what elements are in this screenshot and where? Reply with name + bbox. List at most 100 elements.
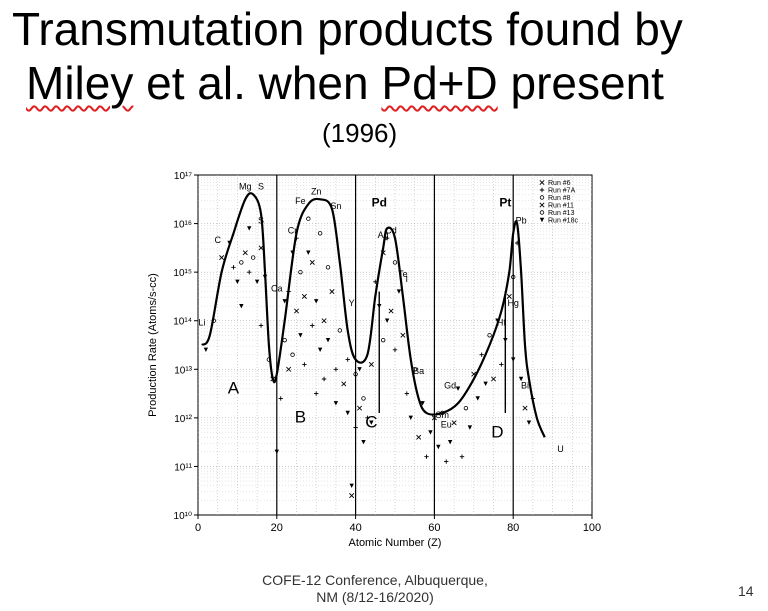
element-label: Ag [378, 230, 389, 240]
element-label: Eu [441, 420, 452, 430]
data-point [404, 391, 410, 396]
data-point [282, 337, 287, 343]
data-point [262, 274, 268, 280]
y-tick-label: 10¹¹ [174, 462, 192, 473]
data-point [459, 454, 465, 459]
data-point [522, 405, 528, 411]
data-point [471, 371, 477, 377]
data-point [368, 361, 374, 367]
data-point [503, 337, 508, 343]
data-point [420, 401, 425, 406]
chart-grid [197, 174, 593, 516]
slide-title-line2: Miley et al. when Pd+D present [26, 54, 768, 112]
data-point [400, 332, 406, 338]
data-point [203, 347, 209, 353]
data-point [526, 420, 532, 425]
data-point [314, 391, 319, 396]
data-point [361, 396, 366, 401]
data-point [231, 265, 236, 270]
data-point [530, 396, 536, 401]
footer: COFE-12 Conference, Albuquerque, NM (8/1… [230, 572, 520, 606]
data-point [514, 240, 520, 246]
data-point [321, 376, 327, 382]
data-point [325, 265, 331, 270]
element-label: Hg [507, 298, 519, 308]
element-label: Cr [288, 225, 298, 235]
data-point [365, 415, 370, 421]
data-point [428, 430, 433, 435]
data-point [250, 255, 256, 260]
data-point [388, 308, 394, 314]
data-point [444, 459, 449, 464]
legend-marker [539, 195, 545, 200]
data-point [290, 250, 295, 255]
y-tick-label: 10¹⁶ [173, 220, 192, 231]
region-label: A [228, 379, 240, 398]
legend-marker [539, 202, 545, 208]
data-point [384, 235, 390, 241]
legend-label: Run #11 [548, 203, 574, 210]
data-point [440, 410, 445, 416]
data-point [293, 308, 300, 314]
y-tick-label: 10¹⁴ [173, 317, 192, 328]
y-tick-label: 10¹⁰ [174, 511, 192, 522]
data-point [239, 303, 244, 309]
data-point [384, 318, 390, 323]
data-point [321, 318, 327, 324]
element-label: Zn [311, 186, 322, 196]
element-label: Cd [385, 225, 397, 235]
data-point [499, 362, 504, 367]
element-label: Gd [444, 381, 456, 391]
element-label: Te [398, 269, 408, 279]
data-point [380, 250, 386, 256]
data-point [353, 425, 358, 430]
data-point [333, 367, 339, 372]
data-point [377, 303, 382, 309]
footer-line1: COFE-12 Conference, Albuquerque, [262, 572, 488, 588]
pd-d-text: Pd+D [381, 57, 498, 109]
region-label: B [295, 408, 306, 427]
data-point [345, 410, 350, 416]
legend-label: Run #18c [548, 218, 578, 225]
annotation-label: Pt [499, 196, 511, 210]
data-point [380, 337, 386, 343]
element-label: S [258, 216, 264, 226]
data-point [518, 376, 524, 382]
annotation-label: Pd [372, 196, 387, 210]
data-point [424, 454, 429, 459]
legend-marker [539, 210, 545, 215]
element-label: Sm [436, 410, 450, 420]
data-point [412, 367, 417, 372]
data-point [341, 381, 347, 387]
region-label: C [365, 413, 377, 432]
data-point [258, 323, 264, 328]
legend-label: Run #13 [548, 210, 575, 217]
data-point [247, 269, 252, 275]
x-tick-label: 0 [195, 522, 201, 534]
element-label: U [557, 444, 564, 454]
data-point [490, 376, 497, 382]
data-point [392, 347, 398, 353]
element-label: S [258, 182, 264, 192]
y-axis-label: Production Rate (Atoms/s-cc) [147, 273, 159, 417]
title-text-end: present [497, 57, 664, 109]
data-point [349, 493, 355, 499]
data-point [306, 216, 311, 221]
data-point [353, 371, 358, 377]
data-point [475, 396, 480, 401]
data-point [302, 362, 307, 367]
data-point [286, 289, 291, 294]
element-label: Mg [239, 182, 252, 192]
data-point [278, 396, 283, 401]
data-point [416, 434, 422, 440]
data-point [447, 439, 453, 445]
element-label: I [406, 274, 409, 284]
chart-axes: 0 20 40 60 80 100 10¹⁰ 10¹¹ 10¹² 10¹³ 10¹⁴ 10¹⁵ 10¹⁶… [173, 171, 601, 534]
region-label: D [491, 422, 503, 441]
data-point [317, 231, 323, 236]
data-point [314, 299, 319, 304]
data-point [235, 279, 240, 285]
data-point [247, 226, 252, 231]
data-point [455, 386, 461, 391]
data-point [511, 357, 516, 362]
